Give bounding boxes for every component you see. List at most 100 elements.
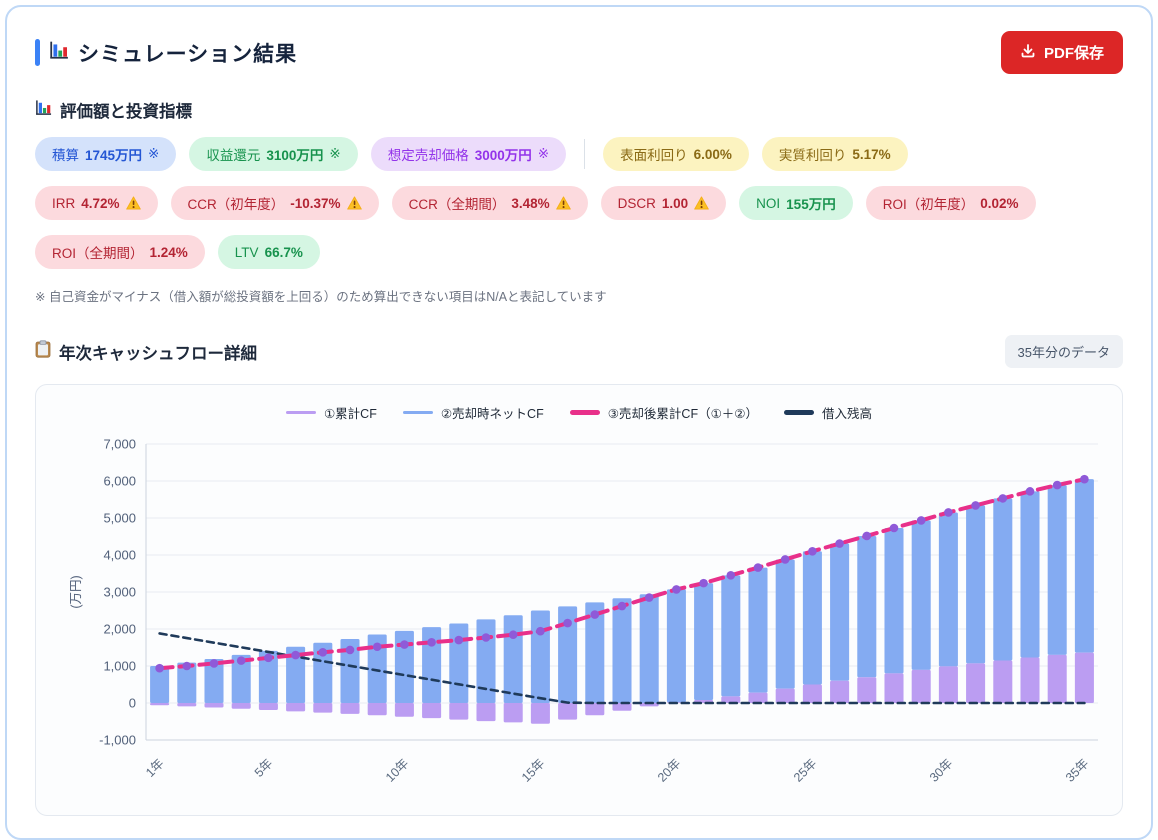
bar-net-cf — [1047, 485, 1067, 655]
metric-label: 積算 — [52, 148, 79, 163]
bar-net-cf — [476, 619, 496, 703]
point-after-sale-cumulative — [209, 659, 219, 668]
bar-net-cf — [231, 654, 251, 703]
point-after-sale-cumulative — [182, 661, 192, 671]
point-after-sale-cumulative — [318, 648, 328, 657]
metric-suffix: ※ — [329, 146, 341, 161]
legend-item-1[interactable]: ①累計CF — [285, 403, 377, 422]
bar-net-cf — [1020, 491, 1040, 658]
metric-label: CCR（全期間） — [408, 197, 506, 212]
bar-cumulative-cf — [177, 703, 197, 707]
cashflow-chart-svg: -1,000 0 1,000 2,000 3,000 4,000 5,000 6,000 7,0… — [69, 437, 1098, 785]
x-axis-tick-label: 30年 — [927, 756, 956, 785]
bar-net-cf — [775, 559, 795, 689]
title-accent-bar — [35, 39, 40, 66]
bar-cumulative-cf — [204, 703, 224, 708]
point-after-sale-cumulative — [998, 494, 1008, 503]
point-after-sale-cumulative — [780, 555, 790, 564]
bar-net-cf — [449, 623, 469, 703]
bar-cumulative-cf — [1074, 652, 1094, 703]
legend-item-3[interactable]: ③売却後累計CF（①＋②） — [569, 403, 758, 422]
metric-label: 収益還元 — [206, 148, 261, 163]
metrics-row-1: 積算 1745万円 ※ 収益還元 3100万円 ※ 想定売却価格 3000万円 ※ 表面利回り 6.… — [35, 137, 1123, 171]
simulation-results-card: シミュレーション結果 PDF保存 評価額と投資指標 積算 1745万円 ※ 収益還元 — [5, 5, 1153, 840]
download-icon — [1020, 43, 1036, 63]
legend-swatch — [784, 410, 814, 415]
point-after-sale-cumulative — [264, 653, 273, 663]
bar-net-cf — [938, 512, 958, 667]
y-axis-tick-label: 5,000 — [103, 511, 136, 526]
bar-cumulative-cf — [993, 660, 1013, 703]
point-after-sale-cumulative — [699, 578, 708, 588]
x-axis-tick-label: 5年 — [252, 756, 276, 780]
x-axis-tick-label: 35年 — [1063, 756, 1092, 785]
metric-label: 実質利回り — [778, 148, 847, 163]
bar-cumulative-cf — [612, 703, 632, 711]
metric-badge: ROI（初年度） 0.02% — [865, 186, 1036, 220]
header: シミュレーション結果 PDF保存 — [35, 31, 1123, 74]
bar-cumulative-cf — [503, 703, 523, 723]
metric-badge: NOI 155万円 — [739, 186, 853, 220]
warning-icon — [694, 195, 709, 211]
metric-value: 5.17% — [852, 146, 891, 162]
cashflow-section-title: 年次キャッシュフロー詳細 — [59, 344, 257, 363]
bar-net-cf — [721, 575, 741, 697]
warning-icon — [346, 195, 362, 211]
x-axis-tick-label: 25年 — [791, 756, 820, 785]
metric-badge: DSCR 1.00 — [600, 186, 727, 220]
legend-item-2[interactable]: ②売却時ネットCF — [402, 403, 544, 422]
x-axis-tick-label: 1年 — [143, 756, 167, 780]
bar-net-cf — [612, 598, 632, 703]
metrics-section-heading: 評価額と投資指標 — [35, 98, 1123, 122]
y-axis-tick-label: 2,000 — [103, 622, 136, 637]
page-title: シミュレーション結果 — [78, 42, 298, 66]
bar-net-cf — [394, 630, 414, 703]
bar-net-cf — [694, 583, 714, 701]
point-after-sale-cumulative — [672, 585, 681, 594]
metric-label: ROI（全期間） — [52, 246, 144, 261]
bar-net-cf — [966, 505, 986, 664]
point-after-sale-cumulative — [971, 501, 980, 510]
bar-cumulative-cf — [286, 703, 306, 712]
legend-label: 借入残高 — [822, 407, 873, 421]
point-after-sale-cumulative — [400, 640, 409, 649]
metric-value: -10.37% — [290, 195, 341, 211]
point-after-sale-cumulative — [508, 630, 518, 640]
legend-item-4[interactable]: 借入残高 — [784, 403, 872, 422]
y-axis-tick-label: -1,000 — [99, 733, 136, 748]
metric-label: ROI（初年度） — [882, 197, 975, 212]
metrics-row-3: ROI（全期間） 1.24% LTV 66.7% — [35, 235, 1123, 269]
data-span-chip: 35年分のデータ — [1004, 335, 1123, 368]
metric-value: 3.48% — [511, 195, 550, 211]
metric-label: 表面利回り — [620, 148, 688, 163]
metrics-row-2: IRR 4.72% CCR（初年度） -10.37% CCR（全期間） 3.48% DSCR… — [35, 186, 1123, 220]
legend-swatch — [402, 411, 433, 414]
bar-net-cf — [530, 610, 550, 703]
bar-cumulative-cf — [830, 680, 850, 703]
point-after-sale-cumulative — [617, 601, 627, 611]
metric-label: IRR — [52, 195, 76, 211]
bar-cumulative-cf — [422, 703, 442, 719]
bar-cumulative-cf — [1047, 654, 1067, 703]
bar-cumulative-cf — [639, 703, 659, 707]
metric-badge: CCR（全期間） 3.48% — [391, 186, 588, 220]
point-after-sale-cumulative — [563, 618, 572, 628]
point-after-sale-cumulative — [454, 635, 464, 645]
bar-cumulative-cf — [938, 666, 958, 703]
metric-badge: LTV 66.7% — [217, 235, 320, 269]
bar-net-cf — [340, 638, 360, 703]
metric-value: 1.00 — [661, 195, 689, 211]
warning-icon — [125, 195, 141, 211]
metric-value: 0.02% — [980, 195, 1019, 211]
bar-cumulative-cf — [721, 696, 741, 703]
bar-cumulative-cf — [150, 703, 170, 706]
point-after-sale-cumulative — [291, 650, 300, 660]
metric-value: 155万円 — [786, 197, 836, 212]
point-after-sale-cumulative — [808, 547, 817, 556]
metric-label: 想定売却価格 — [387, 148, 469, 163]
bar-net-cf — [422, 627, 442, 703]
point-after-sale-cumulative — [536, 626, 545, 636]
pdf-save-button[interactable]: PDF保存 — [1000, 31, 1123, 74]
x-axis-tick-label: 20年 — [655, 756, 684, 785]
point-after-sale-cumulative — [427, 638, 436, 647]
